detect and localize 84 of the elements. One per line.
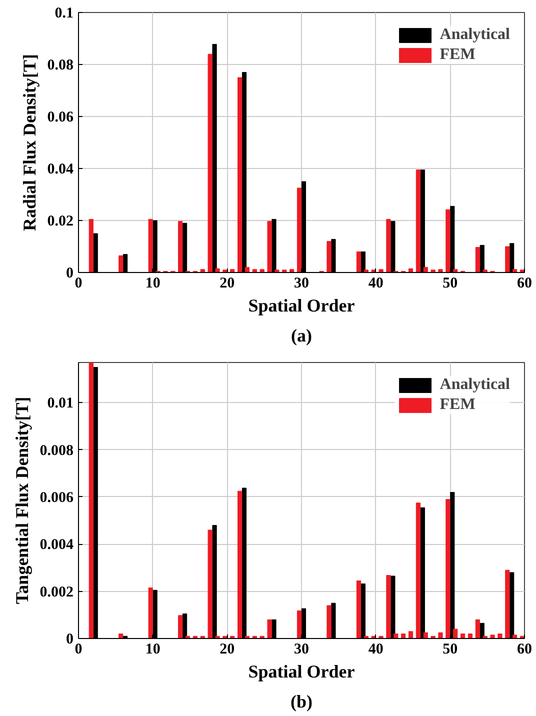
text: (a) <box>291 326 312 346</box>
bar <box>394 634 398 638</box>
legend-label: FEM <box>440 396 476 414</box>
bar <box>267 619 272 638</box>
x-axis-title: Spatial Order <box>248 662 355 682</box>
x-axis-title: Spatial Order <box>248 296 355 316</box>
bar <box>118 634 124 638</box>
y-tick-label: 0.1 <box>54 6 74 22</box>
bar <box>88 362 94 638</box>
text: (b) <box>290 692 313 712</box>
legend-label: Analytical <box>440 376 510 394</box>
x-tick-label: 40 <box>368 276 384 292</box>
bar <box>468 634 473 638</box>
bar <box>356 580 362 638</box>
bar <box>215 268 220 272</box>
y-tick-label: 0 <box>66 632 74 648</box>
bar <box>475 619 480 638</box>
x-tick-label: 50 <box>442 276 458 292</box>
bar <box>274 270 280 272</box>
bar <box>208 54 212 272</box>
bar <box>430 270 436 272</box>
x-tick-label: 20 <box>220 276 235 292</box>
bar <box>490 634 495 638</box>
x-tick-label: 30 <box>294 276 309 292</box>
x-tick-label: 60 <box>517 642 532 658</box>
bar <box>446 499 450 638</box>
bar <box>260 269 264 272</box>
bar <box>438 632 443 638</box>
x-tick-label: 60 <box>517 276 532 292</box>
bar <box>475 247 480 272</box>
legend-label: Analytical <box>440 26 510 44</box>
bar <box>267 221 272 272</box>
bar <box>238 490 242 638</box>
bar <box>244 267 250 272</box>
y-tick-label: 0 <box>66 266 74 282</box>
x-tick-label: 30 <box>294 642 309 658</box>
y-tick-label: 0.04 <box>47 162 74 178</box>
y-tick-label: 0.08 <box>47 58 74 74</box>
y-axis-title: Radial Flux Density[T] <box>19 54 40 232</box>
bar <box>512 634 518 638</box>
bar <box>88 218 94 272</box>
bar <box>386 575 391 638</box>
bar <box>498 634 502 638</box>
bar <box>326 241 332 272</box>
bar <box>505 246 510 272</box>
bar <box>356 251 362 272</box>
x-tick-label: 10 <box>145 642 160 658</box>
bar <box>118 255 124 272</box>
bar <box>238 77 242 272</box>
x-tick-label: 10 <box>145 276 160 292</box>
bar <box>416 170 420 272</box>
x-tick-label: 50 <box>442 642 458 658</box>
bar <box>505 570 510 638</box>
bar <box>482 270 488 272</box>
bar <box>401 634 406 638</box>
bar <box>446 209 450 272</box>
bar <box>296 188 302 272</box>
y-tick-label: 0.004 <box>40 537 74 554</box>
bar <box>148 588 153 638</box>
bar <box>408 631 414 638</box>
bar <box>378 269 384 272</box>
x-tick-label: 20 <box>220 642 235 658</box>
bar <box>296 610 302 638</box>
y-axis-title: Tangential Flux Density[T] <box>12 396 32 604</box>
y-tick-label: 0.006 <box>40 490 74 506</box>
y-tick-label: 0.002 <box>40 584 74 600</box>
bar <box>178 615 183 638</box>
bar <box>148 218 153 272</box>
y-tick-label: 0.008 <box>40 442 74 459</box>
bar <box>423 267 428 272</box>
bar <box>460 634 466 638</box>
x-tick-label: 40 <box>368 642 384 658</box>
bar <box>386 218 391 272</box>
bar <box>208 530 212 638</box>
bar <box>178 221 183 272</box>
bar <box>326 605 332 638</box>
y-tick-label: 0.06 <box>47 110 74 126</box>
y-tick-label: 0.01 <box>47 396 74 412</box>
bar <box>438 269 443 272</box>
bar <box>453 628 458 638</box>
y-tick-label: 0.02 <box>47 214 74 230</box>
bar <box>416 502 420 638</box>
bar <box>282 270 287 272</box>
legend-label: FEM <box>440 46 476 64</box>
